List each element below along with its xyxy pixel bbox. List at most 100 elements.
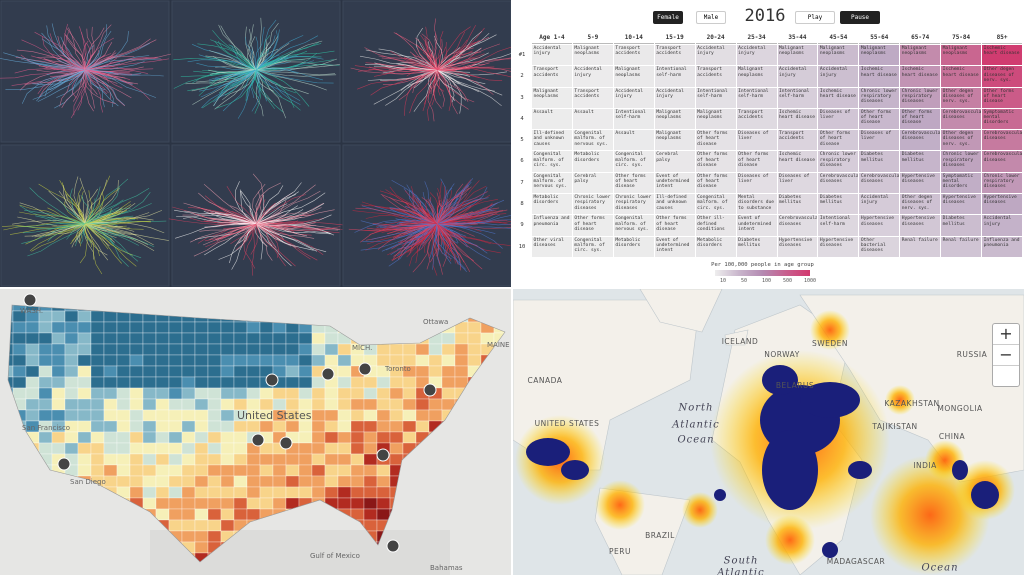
county bbox=[116, 442, 131, 455]
county bbox=[168, 398, 183, 411]
county bbox=[272, 486, 287, 499]
county bbox=[363, 453, 378, 466]
branch bbox=[255, 223, 327, 253]
branch bbox=[222, 69, 257, 101]
ocean-label: Atlantic bbox=[716, 568, 764, 575]
branch bbox=[84, 223, 103, 275]
county bbox=[181, 398, 196, 411]
cell: Malignant neoplasms bbox=[941, 45, 982, 66]
country-label: PERU bbox=[609, 547, 631, 556]
cell: Diseases of liver bbox=[859, 130, 900, 151]
cell: Assault bbox=[532, 108, 572, 130]
branch bbox=[84, 69, 103, 113]
county bbox=[324, 420, 339, 433]
map-pin bbox=[23, 293, 37, 307]
county bbox=[116, 387, 131, 400]
county bbox=[363, 409, 378, 422]
county bbox=[64, 365, 79, 378]
branch bbox=[84, 207, 120, 225]
branch bbox=[255, 30, 279, 71]
branch bbox=[234, 181, 257, 225]
branch bbox=[39, 69, 86, 98]
branch bbox=[373, 69, 438, 105]
branch bbox=[65, 31, 86, 71]
branch bbox=[436, 219, 514, 225]
county bbox=[441, 365, 456, 378]
column-header: 20-24 bbox=[695, 31, 736, 44]
cell: Hypertensive diseases bbox=[777, 236, 818, 257]
county bbox=[454, 354, 469, 367]
female-button[interactable]: Female bbox=[653, 11, 683, 24]
cell: Cerebrovascular diseases bbox=[900, 130, 941, 151]
county bbox=[298, 486, 313, 499]
branch bbox=[409, 223, 438, 267]
county bbox=[376, 420, 391, 433]
branch bbox=[255, 42, 320, 71]
cell: Transport accidents bbox=[613, 45, 654, 66]
compass-button[interactable] bbox=[993, 366, 1019, 386]
county bbox=[337, 464, 352, 477]
county bbox=[311, 376, 326, 389]
zoom-button[interactable]: + bbox=[993, 324, 1019, 345]
county bbox=[181, 431, 196, 444]
cell: Cerebral palsy bbox=[572, 172, 613, 194]
cell: Cerebrovascular diseases bbox=[818, 172, 859, 194]
branch bbox=[68, 69, 86, 92]
branch bbox=[0, 69, 86, 79]
year: 2016 bbox=[744, 6, 786, 26]
county bbox=[77, 332, 92, 345]
branch bbox=[81, 194, 90, 225]
branch bbox=[176, 216, 257, 225]
branch bbox=[38, 183, 86, 225]
branch bbox=[42, 36, 86, 71]
county bbox=[233, 475, 248, 488]
county bbox=[103, 321, 118, 334]
county bbox=[220, 431, 235, 444]
county bbox=[116, 464, 131, 477]
county bbox=[116, 431, 131, 444]
pause-button[interactable]: Pause bbox=[840, 11, 880, 24]
county bbox=[233, 431, 248, 444]
county bbox=[181, 387, 196, 400]
branch bbox=[230, 205, 257, 225]
branch bbox=[84, 24, 112, 71]
branch bbox=[71, 223, 86, 248]
county bbox=[285, 354, 300, 367]
branch bbox=[84, 58, 161, 71]
play-button[interactable]: Play bbox=[795, 11, 835, 24]
map-pin bbox=[321, 367, 335, 381]
branch bbox=[436, 223, 478, 246]
county bbox=[207, 530, 222, 543]
zoom-button[interactable]: − bbox=[993, 345, 1019, 366]
branch bbox=[19, 204, 86, 225]
county bbox=[402, 420, 417, 433]
county bbox=[129, 442, 144, 455]
cell: Accidental injury bbox=[859, 194, 900, 215]
county bbox=[376, 431, 391, 444]
county bbox=[155, 464, 170, 477]
county bbox=[116, 453, 131, 466]
cell: Diabetes mellitus bbox=[818, 194, 859, 215]
county bbox=[389, 398, 404, 411]
legend-tick: 100 bbox=[762, 278, 772, 284]
county bbox=[246, 486, 261, 499]
cell: Other forms of heart disease bbox=[695, 151, 736, 172]
cell: Malignant neoplasms bbox=[572, 45, 613, 66]
cell: Chronic lower respiratory diseases bbox=[859, 87, 900, 108]
cell: Accidental injury bbox=[777, 66, 818, 87]
cell: Diabetes mellitus bbox=[859, 151, 900, 172]
county bbox=[311, 464, 326, 477]
heat-core bbox=[822, 542, 838, 558]
branch bbox=[436, 214, 516, 225]
cell: Other forms of heart disease bbox=[654, 215, 695, 236]
county bbox=[103, 365, 118, 378]
branch bbox=[413, 69, 438, 84]
county bbox=[298, 365, 313, 378]
county bbox=[194, 398, 209, 411]
county bbox=[389, 431, 404, 444]
male-button[interactable]: Male bbox=[696, 11, 726, 24]
county bbox=[337, 365, 352, 378]
branch bbox=[193, 223, 257, 257]
tree bbox=[168, 173, 346, 276]
county bbox=[207, 387, 222, 400]
